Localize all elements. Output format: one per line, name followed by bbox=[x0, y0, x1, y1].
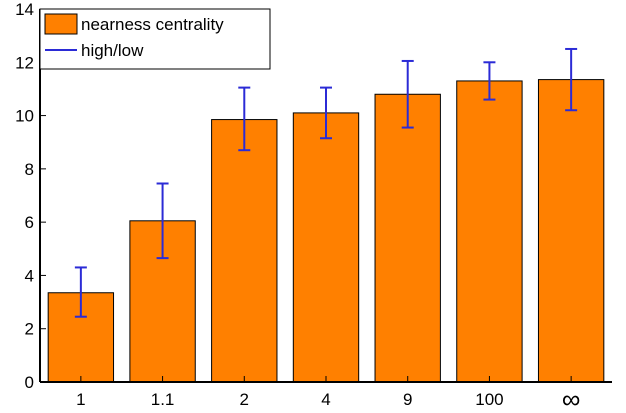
y-ticks: 0 2 4 6 8 10 12 14 bbox=[15, 0, 46, 392]
bar-6 bbox=[537, 79, 605, 383]
bar-4 bbox=[374, 93, 441, 383]
y-tick-label-4: 8 bbox=[25, 160, 34, 179]
y-tick-label-6: 12 bbox=[15, 53, 34, 72]
x-tick-label-1: 1.1 bbox=[151, 390, 175, 409]
bar-3 bbox=[292, 112, 360, 383]
y-tick-label-7: 14 bbox=[15, 0, 34, 19]
y-tick-label-1: 2 bbox=[25, 320, 34, 339]
bar-2 bbox=[211, 119, 278, 383]
legend-bar-swatch bbox=[44, 13, 78, 35]
x-tick-label-5: 100 bbox=[475, 390, 503, 409]
y-tick-label-2: 4 bbox=[25, 266, 34, 285]
x-tick-label-6: ∞ bbox=[562, 384, 581, 413]
legend: nearness centrality high/low bbox=[39, 8, 271, 70]
error-bars-group bbox=[74, 47, 578, 318]
y-tick-label-0: 0 bbox=[25, 373, 34, 392]
y-tick-label-3: 6 bbox=[25, 213, 34, 232]
legend-box bbox=[39, 8, 271, 70]
y-tick-label-5: 10 bbox=[15, 107, 34, 126]
x-tick-label-2: 2 bbox=[240, 390, 249, 409]
x-ticks: 1 1.1 2 4 9 100 ∞ bbox=[76, 376, 580, 413]
legend-label-bar: nearness centrality bbox=[81, 15, 224, 34]
legend-label-error: high/low bbox=[81, 41, 144, 60]
x-tick-label-3: 4 bbox=[321, 390, 330, 409]
bars-group bbox=[47, 79, 605, 383]
bar-5 bbox=[456, 80, 523, 383]
x-tick-label-0: 1 bbox=[76, 390, 85, 409]
x-tick-label-4: 9 bbox=[403, 390, 412, 409]
